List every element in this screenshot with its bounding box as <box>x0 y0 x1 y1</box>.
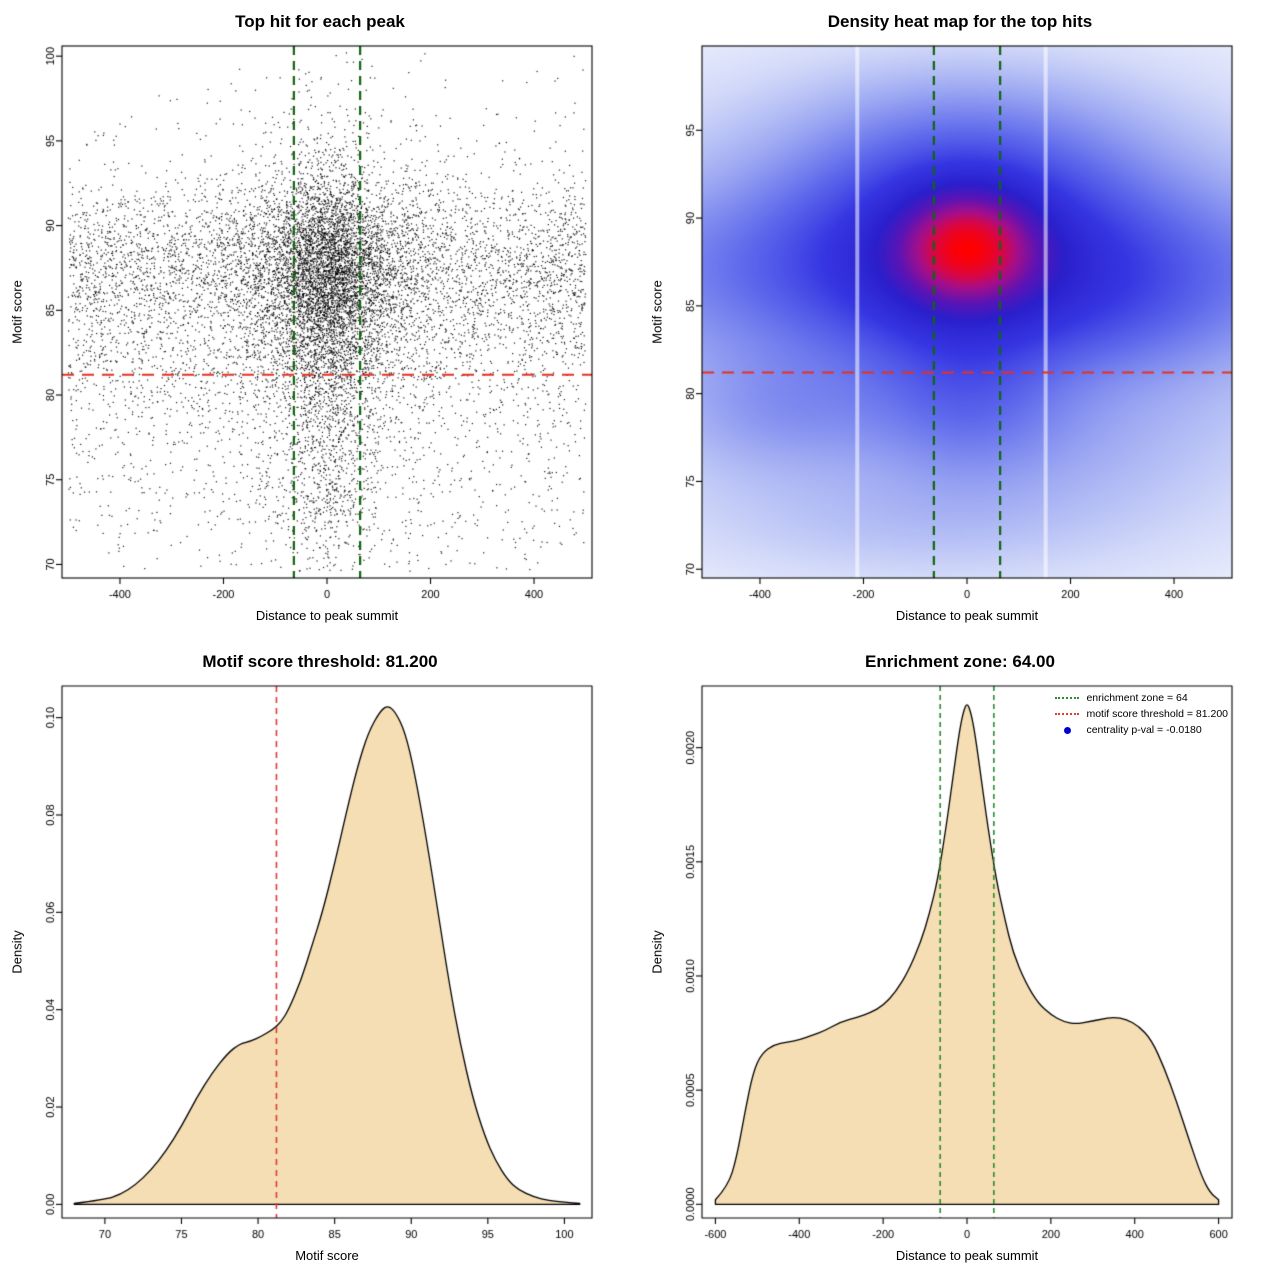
scatter-plot-canvas <box>0 0 640 640</box>
legend-centrality-point-icon <box>1063 726 1071 734</box>
enrichment-density-xlabel: Distance to peak summit <box>895 1248 1039 1263</box>
scatter-xlabel: Distance to peak summit <box>255 608 399 623</box>
motif-score-density-xlabel: Motif score <box>295 1248 359 1263</box>
heatmap-xlabel: Distance to peak summit <box>895 608 1039 623</box>
legend: enrichment zone = 64 motif score thresho… <box>1055 692 1228 736</box>
motif-score-density-title: Motif score threshold: 81.200 <box>202 652 438 671</box>
legend-centrality-dot-wrap <box>1055 726 1079 734</box>
enrichment-density-canvas <box>640 640 1280 1280</box>
panel-top-hit-scatter: Top hit for each peak Distance to peak s… <box>0 0 640 640</box>
heatmap-ylabel: Motif score <box>649 280 665 344</box>
enrichment-density-title: Enrichment zone: 64.00 <box>865 652 1055 671</box>
legend-enrichment-zone-label: enrichment zone = 64 <box>1086 692 1188 704</box>
panel-motif-score-density: Motif score threshold: 81.200 Motif scor… <box>0 640 640 1280</box>
legend-item-enrichment-zone: enrichment zone = 64 <box>1055 692 1228 704</box>
scatter-ylabel: Motif score <box>9 280 25 344</box>
motif-score-density-ylabel: Density <box>9 930 25 974</box>
legend-centrality-pval-label: centrality p-val = -0.0180 <box>1086 724 1202 736</box>
legend-motif-threshold-label: motif score threshold = 81.200 <box>1086 708 1228 720</box>
heatmap-title: Density heat map for the top hits <box>827 12 1093 31</box>
legend-motif-threshold-line-icon <box>1055 713 1080 715</box>
panel-enrichment-zone-density: Enrichment zone: 64.00 Distance to peak … <box>640 640 1280 1280</box>
enrichment-density-ylabel: Density <box>649 930 665 974</box>
legend-item-centrality-pval: centrality p-val = -0.0180 <box>1055 724 1228 736</box>
scatter-title: Top hit for each peak <box>235 12 405 31</box>
motif-score-density-canvas <box>0 640 640 1280</box>
legend-enrichment-zone-line-icon <box>1055 697 1080 699</box>
panel-density-heatmap: Density heat map for the top hits Distan… <box>640 0 1280 640</box>
legend-item-motif-threshold: motif score threshold = 81.200 <box>1055 708 1228 720</box>
heatmap-canvas <box>640 0 1280 640</box>
